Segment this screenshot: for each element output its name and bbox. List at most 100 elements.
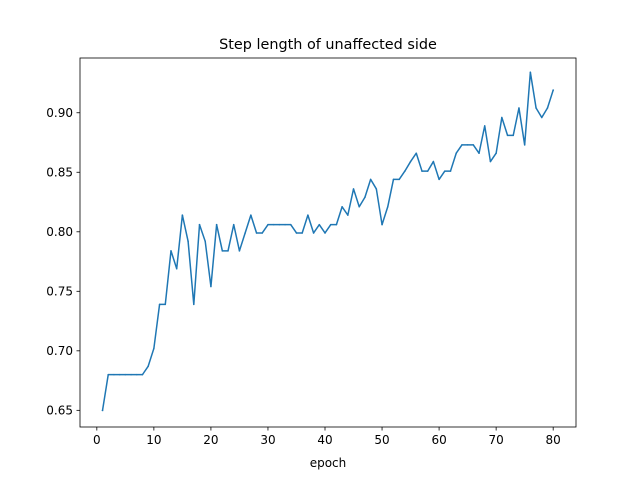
data-point xyxy=(449,170,452,172)
x-tick-label: 70 xyxy=(488,433,503,447)
chart-title: Step length of unaffected side xyxy=(219,37,437,53)
data-point xyxy=(461,144,463,146)
data-point xyxy=(495,152,497,154)
data-point xyxy=(501,116,503,119)
data-point xyxy=(124,373,127,376)
data-point xyxy=(329,223,332,226)
data-point xyxy=(170,250,172,252)
data-point xyxy=(455,152,457,154)
data-point xyxy=(215,223,218,226)
data-point xyxy=(141,373,144,376)
data-point xyxy=(409,160,412,163)
data-point xyxy=(301,232,303,234)
data-point xyxy=(546,107,549,109)
plot-area-frame xyxy=(79,57,577,428)
x-tick-label: 40 xyxy=(317,433,332,447)
data-point xyxy=(392,178,395,181)
data-point xyxy=(529,71,532,74)
data-point xyxy=(466,144,469,146)
data-point xyxy=(244,232,246,234)
data-point xyxy=(478,152,480,154)
x-tick-label: 80 xyxy=(546,433,561,447)
data-point xyxy=(387,206,389,208)
data-point xyxy=(261,232,264,234)
plot-area-background xyxy=(80,58,576,427)
data-point xyxy=(369,178,372,181)
series-layer xyxy=(101,71,555,412)
data-point xyxy=(324,232,326,234)
x-tick-label: 10 xyxy=(146,433,161,447)
y-tick-label: 0.85 xyxy=(46,165,73,179)
data-point xyxy=(221,250,224,252)
data-point xyxy=(118,373,121,376)
x-tick-label: 20 xyxy=(203,433,218,447)
data-point xyxy=(523,144,526,146)
data-point xyxy=(518,107,520,109)
data-point xyxy=(426,170,429,172)
data-point xyxy=(187,240,189,243)
data-point xyxy=(153,347,155,350)
data-point xyxy=(198,223,201,226)
data-point xyxy=(358,206,360,208)
data-point xyxy=(267,223,269,226)
x-tick-label: 30 xyxy=(260,433,275,447)
data-point xyxy=(472,144,475,146)
data-point xyxy=(404,170,406,172)
data-point xyxy=(347,214,349,216)
data-point xyxy=(193,303,195,306)
data-point xyxy=(158,303,161,306)
x-tick-label: 50 xyxy=(374,433,389,447)
data-point xyxy=(278,223,281,226)
y-tick-label: 0.90 xyxy=(46,106,73,120)
data-point xyxy=(250,214,252,216)
data-point xyxy=(295,232,298,234)
data-point xyxy=(535,107,537,109)
data-point xyxy=(364,196,366,199)
data-point xyxy=(552,89,554,91)
y-tick-label: 0.80 xyxy=(46,225,73,239)
data-point xyxy=(136,373,138,376)
data-point xyxy=(272,223,275,226)
data-point xyxy=(147,365,149,368)
data-point xyxy=(375,188,378,190)
data-point xyxy=(101,409,104,412)
data-point xyxy=(227,250,229,252)
data-point xyxy=(175,267,178,270)
x-axis-label: epoch xyxy=(310,456,347,470)
y-axis-ticks: 0.65 0.70 0.75 0.80 0.85 0.90 xyxy=(46,106,80,418)
y-tick-label: 0.65 xyxy=(46,404,73,418)
x-axis-ticks: 0 10 20 30 40 50 60 70 80 xyxy=(93,427,561,447)
x-tick-label: 0 xyxy=(93,433,101,447)
data-point xyxy=(107,373,109,376)
data-point xyxy=(483,125,486,127)
data-point xyxy=(541,116,543,119)
data-point xyxy=(506,134,509,137)
data-point xyxy=(335,223,338,226)
data-point xyxy=(489,160,492,163)
data-point xyxy=(255,232,258,234)
data-point xyxy=(204,240,206,243)
data-point xyxy=(130,373,132,376)
data-point xyxy=(290,223,292,226)
data-point xyxy=(318,223,321,226)
data-point xyxy=(415,152,418,154)
data-point xyxy=(307,214,309,216)
data-point xyxy=(444,170,446,172)
data-point xyxy=(210,285,212,288)
data-point xyxy=(341,206,343,208)
series-line xyxy=(101,71,555,412)
data-point xyxy=(438,178,440,181)
data-point xyxy=(113,373,115,376)
data-point xyxy=(432,160,435,163)
data-point xyxy=(398,178,400,181)
data-point xyxy=(181,214,184,216)
data-point xyxy=(164,303,167,306)
data-point xyxy=(238,250,241,252)
data-point xyxy=(352,188,355,190)
data-point xyxy=(381,223,383,226)
data-point xyxy=(421,170,423,172)
data-point xyxy=(512,134,514,137)
data-point xyxy=(284,223,286,226)
